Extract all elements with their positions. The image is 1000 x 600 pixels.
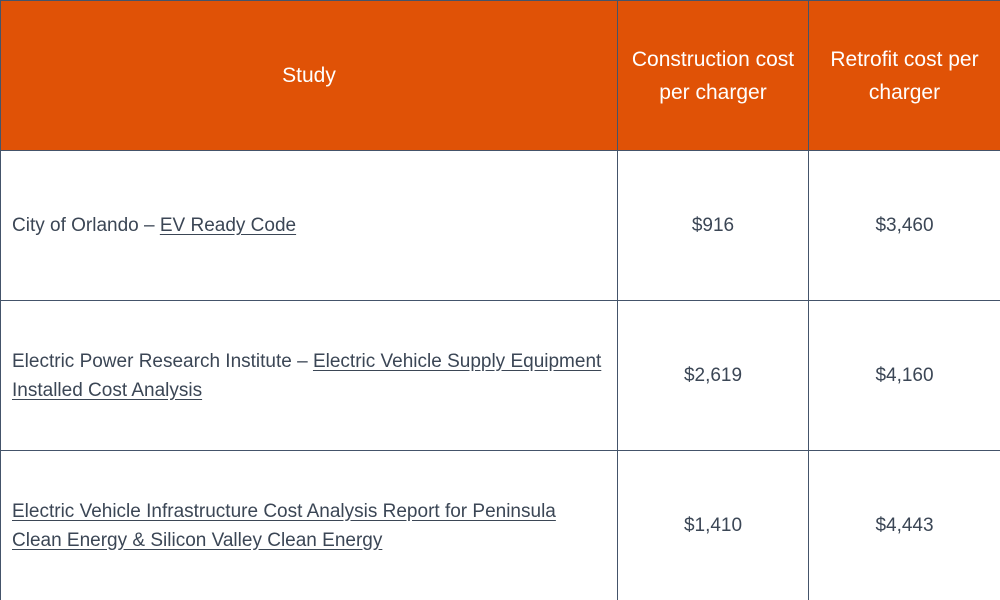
table-row: Electric Vehicle Infrastructure Cost Ana… bbox=[0, 450, 1000, 600]
study-cell: Electric Vehicle Infrastructure Cost Ana… bbox=[0, 450, 618, 600]
header-row: Study Construction cost per charger Retr… bbox=[0, 0, 1000, 151]
header-study: Study bbox=[0, 0, 618, 151]
retrofit-cost-cell: $3,460 bbox=[808, 150, 1000, 301]
study-link[interactable]: Electric Vehicle Infrastructure Cost Ana… bbox=[12, 500, 556, 551]
study-prefix: City of Orlando – bbox=[12, 215, 160, 236]
construction-cost-cell: $916 bbox=[617, 150, 809, 301]
retrofit-cost-cell: $4,160 bbox=[808, 300, 1000, 451]
construction-cost-cell: $1,410 bbox=[617, 450, 809, 600]
table-row: City of Orlando – EV Ready Code $916 $3,… bbox=[0, 150, 1000, 301]
construction-cost-cell: $2,619 bbox=[617, 300, 809, 451]
study-prefix: Electric Power Research Institute – bbox=[12, 350, 313, 372]
study-cell: Electric Power Research Institute – Elec… bbox=[0, 300, 618, 451]
header-construction-cost: Construction cost per charger bbox=[617, 0, 809, 151]
study-cell: City of Orlando – EV Ready Code bbox=[0, 150, 618, 301]
study-link[interactable]: EV Ready Code bbox=[159, 215, 297, 236]
table-row: Electric Power Research Institute – Elec… bbox=[0, 300, 1000, 451]
header-retrofit-cost: Retrofit cost per charger bbox=[808, 0, 1000, 151]
study-link[interactable]: Electric Vehicle Supply Equipment Instal… bbox=[12, 350, 602, 401]
retrofit-cost-cell: $4,443 bbox=[808, 450, 1000, 600]
